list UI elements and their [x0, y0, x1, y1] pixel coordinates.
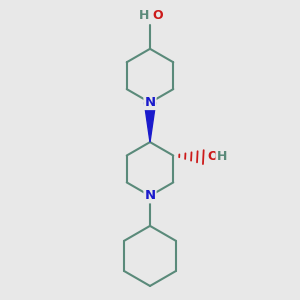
- Text: H: H: [139, 9, 149, 22]
- Text: O: O: [208, 150, 218, 163]
- Text: N: N: [144, 189, 156, 202]
- Text: H: H: [217, 150, 227, 163]
- Text: O: O: [153, 9, 163, 22]
- Text: N: N: [144, 96, 156, 109]
- Polygon shape: [144, 103, 156, 142]
